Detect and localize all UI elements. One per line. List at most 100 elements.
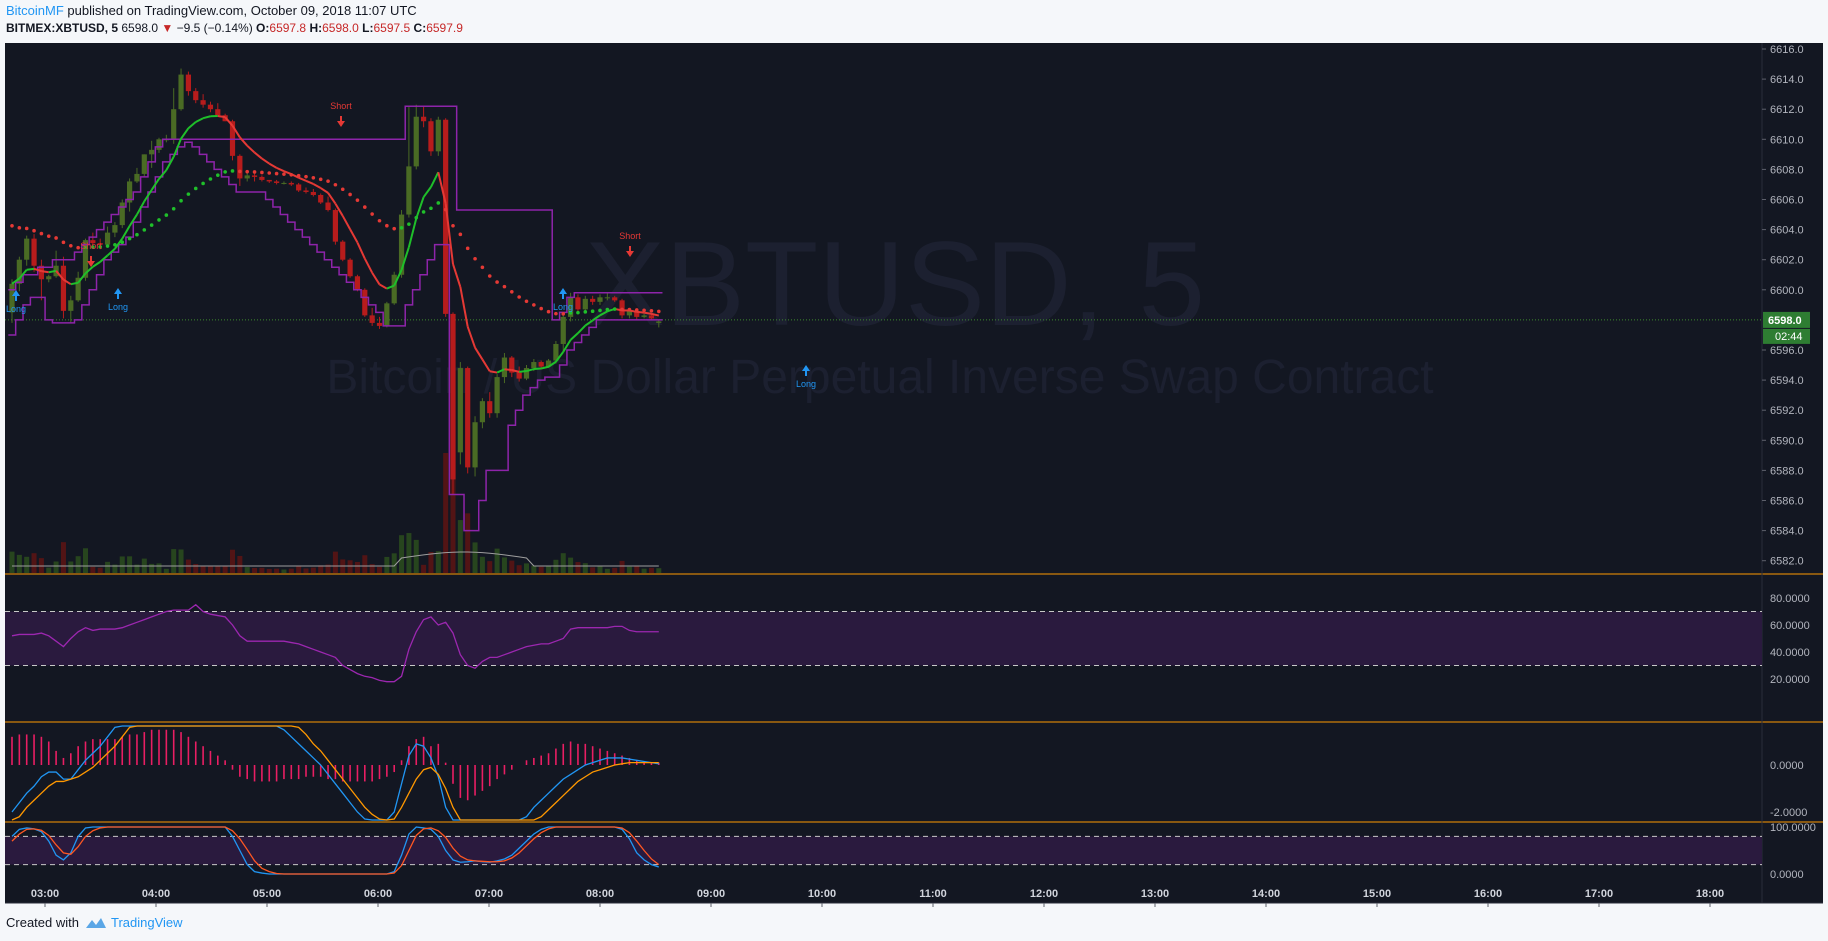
moving-average-segment — [106, 248, 116, 257]
moving-average-segment — [636, 310, 645, 314]
volume-bar — [435, 551, 441, 573]
slow-ma-dot — [326, 179, 330, 183]
slow-ma-dot — [539, 306, 543, 311]
countdown-badge — [1763, 328, 1810, 344]
price-axis-label: 6602.0 — [1770, 255, 1804, 267]
candle-body — [82, 240, 89, 278]
moving-average-segment — [496, 368, 505, 374]
candle-body — [369, 315, 375, 323]
slow-ma-dot — [532, 303, 536, 307]
volume-bar — [479, 556, 485, 573]
time-axis-label: 17:00 — [1585, 888, 1613, 900]
high-label: H: — [309, 21, 323, 35]
moving-average-segment — [246, 144, 256, 154]
candle-body — [465, 368, 471, 468]
candle-body — [391, 274, 397, 304]
volume-bar — [450, 423, 456, 573]
time-axis-label: 06:00 — [364, 888, 392, 900]
close-value: 6597.9 — [426, 21, 463, 35]
moving-average-segment — [150, 178, 160, 191]
volume-bar — [230, 549, 235, 573]
candle-body — [472, 422, 478, 468]
signal-label-long: Long — [108, 302, 128, 312]
slow-ma-dot — [186, 192, 191, 196]
volume-bar — [112, 564, 118, 573]
moving-average-segment — [371, 272, 381, 285]
price-axis-label: 6606.0 — [1770, 195, 1804, 207]
moving-average-segment — [92, 261, 101, 268]
price-axis-label: 6596.0 — [1770, 345, 1804, 357]
candle-body — [523, 368, 530, 379]
slow-ma-dot — [39, 231, 44, 236]
price-axis-label: 6616.0 — [1770, 44, 1804, 56]
slow-ma-dot — [473, 256, 477, 261]
slow-ma-dot — [458, 232, 463, 237]
moving-average-segment — [62, 278, 72, 286]
volume-bar — [538, 566, 544, 573]
tradingview-link[interactable]: TradingView — [85, 915, 183, 930]
rsi-axis-label: 40.0000 — [1770, 647, 1810, 659]
candle-body — [332, 210, 338, 242]
candle-body — [149, 149, 155, 155]
candle-body — [318, 194, 324, 203]
volume-bar — [119, 556, 125, 573]
moving-average-segment — [481, 358, 491, 372]
price-axis-label: 6588.0 — [1770, 465, 1804, 477]
candle-body — [68, 300, 74, 311]
volume-bar — [53, 561, 59, 573]
time-axis-label: 18:00 — [1696, 888, 1724, 900]
candle-body — [376, 322, 383, 326]
candle-body — [398, 214, 405, 275]
watermark-symbol: XBTUSD, 5 — [585, 217, 1205, 351]
slow-ma-dot — [32, 228, 36, 233]
moving-average-segment — [202, 115, 211, 120]
stoch-d-line — [11, 826, 660, 875]
volume-bar — [590, 567, 596, 573]
slow-ma-dot — [98, 245, 102, 249]
candle-body — [538, 362, 544, 367]
moving-average-segment — [444, 203, 454, 265]
candle-body — [384, 303, 390, 326]
volume-bar — [568, 557, 574, 573]
moving-average-segment — [504, 368, 512, 371]
current-price-badge — [1763, 311, 1810, 328]
candle-body — [494, 377, 500, 414]
volume-bar — [524, 563, 529, 573]
moving-average-segment — [540, 365, 549, 370]
volume-bar — [362, 555, 368, 573]
moving-average-segment — [334, 203, 344, 217]
time-axis-label: 12:00 — [1030, 888, 1058, 900]
volume-bar — [215, 565, 221, 573]
watermark-description: Bitcoin / US Dollar Perpetual Inverse Sw… — [326, 351, 1433, 404]
moving-average-segment — [533, 367, 542, 371]
candle-body — [516, 372, 522, 379]
volume-bar — [354, 561, 360, 573]
volume-bar — [516, 565, 522, 573]
volume-bar — [384, 556, 390, 573]
countdown-label: 02:44 — [1775, 331, 1803, 343]
slow-ma-dot — [135, 232, 139, 237]
volume-bar — [575, 562, 581, 573]
moving-average-segment — [77, 272, 87, 284]
low-label: L: — [362, 21, 374, 35]
moving-average-segment — [172, 138, 182, 158]
slow-ma-dot — [399, 226, 404, 230]
volume-bar — [310, 567, 316, 573]
author-link[interactable]: BitcoinMF — [6, 3, 64, 18]
candle-body — [215, 109, 221, 116]
candle-body — [266, 179, 272, 182]
slow-ma-dot — [657, 309, 661, 314]
volume-bar — [288, 568, 294, 573]
candle-body — [9, 283, 15, 313]
moving-average-segment — [143, 189, 153, 202]
slow-ma-dot — [370, 212, 374, 216]
slow-ma-dot — [120, 240, 125, 245]
slow-ma-dot — [142, 228, 147, 232]
symbol-label[interactable]: BITMEX:XBTUSD, 5 — [6, 21, 119, 35]
slow-ma-dot — [113, 242, 117, 247]
macd-axis-label: 0.0000 — [1770, 760, 1804, 772]
price-axis-label: 6592.0 — [1770, 405, 1804, 417]
slow-ma-dot — [510, 289, 514, 294]
candle-body — [207, 104, 214, 110]
